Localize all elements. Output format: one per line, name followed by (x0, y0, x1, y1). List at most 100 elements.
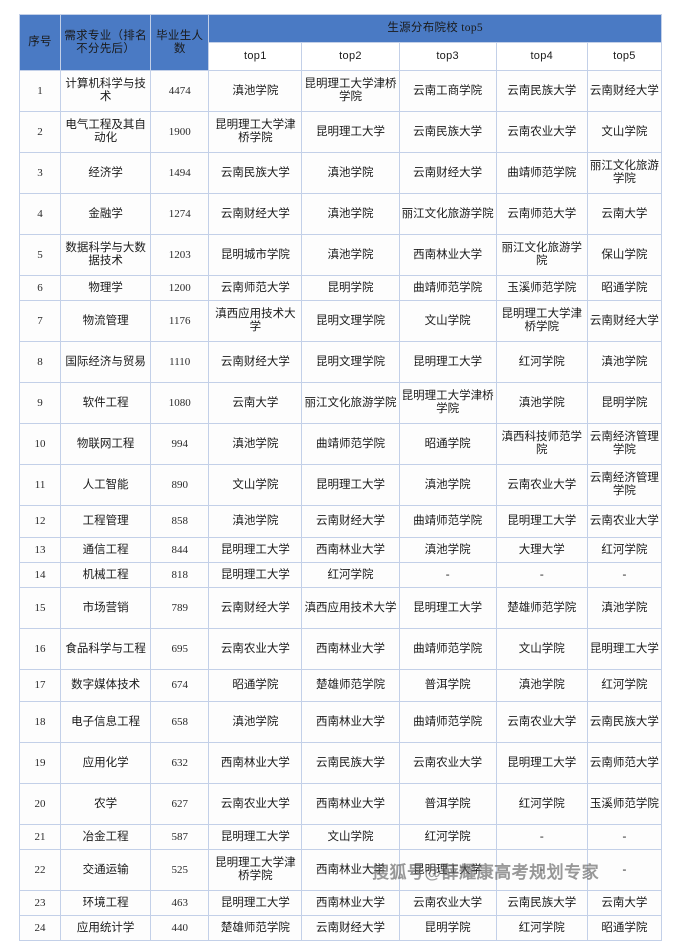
table-body: 1 计算机科学与技术 4474 滇池学院 昆明理工大学津桥学院 云南工商学院 云南民族大学云… (18, 70, 663, 941)
row-top3: 云南农业大学 (398, 890, 497, 916)
row-top4: 云南农业大学 (495, 111, 588, 153)
row-index: 13 (18, 537, 62, 563)
table-row: 19 应用化学 632 西南林业大学 云南民族大学 云南农业大学 昆明理工大学 云南师范大学 (18, 742, 663, 784)
row-index: 10 (18, 423, 62, 465)
header-row-sub: top1 top2 top3 top4 top5 (20, 42, 663, 71)
row-top4: 红河学院 (495, 341, 588, 383)
header-major: 需求专业（排名不分先后） (60, 14, 152, 71)
row-top1: 滇池学院 (208, 701, 303, 743)
row-top4: 楚雄师范学院 (495, 587, 588, 629)
row-top1: 西南林业大学 (208, 742, 303, 784)
row-top2: 丽江文化旅游学院 (301, 382, 400, 424)
row-top3: 红河学院 (398, 824, 497, 850)
row-top5: 云南财经大学 (586, 300, 663, 342)
row-top2: 云南财经大学 (301, 505, 400, 538)
row-major: 食品科学与工程 (60, 628, 152, 670)
row-top1: 滇池学院 (208, 70, 303, 112)
table-row: 13 通信工程 844 昆明理工大学 西南林业大学 滇池学院 大理大学 红河学院 (18, 537, 663, 563)
row-top1: 昆明理工大学 (208, 890, 303, 916)
row-index: 7 (18, 300, 62, 342)
row-top2: 西南林业大学 (301, 849, 400, 891)
row-graduates: 587 (150, 824, 210, 850)
table-row: 2 电气工程及其自动化 1900 昆明理工大学津桥学院 昆明理工大学 云南民族大学 云南农业… (18, 111, 663, 153)
row-major: 电气工程及其自动化 (60, 111, 152, 153)
table-row: 5 数据科学与大数据技术 1203 昆明城市学院 滇池学院 西南林业大学 丽江文化旅游学院保… (18, 234, 663, 276)
row-top1: 云南财经大学 (208, 341, 303, 383)
row-major: 应用统计学 (60, 915, 152, 941)
row-top3: 曲靖师范学院 (398, 628, 497, 670)
row-index: 4 (18, 193, 62, 235)
header-index: 序号 (18, 14, 62, 71)
row-index: 9 (18, 382, 62, 424)
row-top4: 滇池学院 (495, 382, 588, 424)
row-index: 18 (18, 701, 62, 743)
source-distribution-table-container: 序号 需求专业（排名不分先后） 毕业生人数 生源分布院校 top5 top1 t… (18, 14, 663, 941)
row-index: 1 (18, 70, 62, 112)
row-top5: 玉溪师范学院 (586, 783, 663, 825)
row-graduates: 858 (150, 505, 210, 538)
row-index: 22 (18, 849, 62, 891)
row-graduates: 994 (150, 423, 210, 465)
row-top2: 西南林业大学 (301, 890, 400, 916)
table-row: 4 金融学 1274 云南财经大学 滇池学院 丽江文化旅游学院 云南师范大学 云南大学 (18, 193, 663, 235)
row-top1: 滇池学院 (208, 423, 303, 465)
row-major: 交通运输 (60, 849, 152, 891)
row-graduates: 1494 (150, 152, 210, 194)
row-top3: 昆明学院 (398, 915, 497, 941)
row-graduates: 1900 (150, 111, 210, 153)
row-graduates: 1203 (150, 234, 210, 276)
row-graduates: 1200 (150, 275, 210, 301)
row-top2: 滇池学院 (301, 193, 400, 235)
row-top5: 保山学院 (586, 234, 663, 276)
row-graduates: 818 (150, 562, 210, 588)
row-top3: 云南农业大学 (398, 742, 497, 784)
row-top4: 昆明理工大学 (495, 505, 588, 538)
row-top4: - (495, 562, 588, 588)
row-top2: 文山学院 (301, 824, 400, 850)
row-top2: 昆明理工大学 (301, 464, 400, 506)
row-graduates: 844 (150, 537, 210, 563)
row-top4: 红河学院 (495, 783, 588, 825)
row-graduates: 440 (150, 915, 210, 941)
row-top1: 昭通学院 (208, 669, 303, 702)
row-top3: 曲靖师范学院 (398, 275, 497, 301)
row-index: 2 (18, 111, 62, 153)
row-index: 23 (18, 890, 62, 916)
row-major: 数字媒体技术 (60, 669, 152, 702)
row-major: 金融学 (60, 193, 152, 235)
row-major: 冶金工程 (60, 824, 152, 850)
row-top5: 红河学院 (586, 669, 663, 702)
table-row: 16 食品科学与工程 695 云南农业大学 西南林业大学 曲靖师范学院 文山学院 昆明理工大学 (18, 628, 663, 670)
row-top1: 昆明理工大学津桥学院 (208, 849, 303, 891)
row-index: 3 (18, 152, 62, 194)
table-row: 23 环境工程 463 昆明理工大学 西南林业大学 云南农业大学 云南民族大学 云南大学 (18, 890, 663, 916)
row-top4: 云南民族大学 (495, 70, 588, 112)
row-top2: 西南林业大学 (301, 783, 400, 825)
row-top5: 云南师范大学 (586, 742, 663, 784)
row-graduates: 890 (150, 464, 210, 506)
row-graduates: 4474 (150, 70, 210, 112)
row-major: 物理学 (60, 275, 152, 301)
row-top1: 昆明理工大学 (208, 562, 303, 588)
row-top3: 丽江文化旅游学院 (398, 193, 497, 235)
row-top2: 滇池学院 (301, 152, 400, 194)
row-major: 环境工程 (60, 890, 152, 916)
row-top5: - (586, 562, 663, 588)
row-top1: 昆明理工大学 (208, 537, 303, 563)
row-top4: 云南农业大学 (495, 464, 588, 506)
row-top2: 楚雄师范学院 (301, 669, 400, 702)
row-top4: 云南农业大学 (495, 701, 588, 743)
row-top5: 云南经济管理学院 (586, 464, 663, 506)
row-top1: 云南农业大学 (208, 783, 303, 825)
row-top4: 曲靖师范学院 (495, 152, 588, 194)
row-top3: 云南财经大学 (398, 152, 497, 194)
row-major: 物联网工程 (60, 423, 152, 465)
row-top2: 昆明学院 (301, 275, 400, 301)
table-header: 序号 需求专业（排名不分先后） 毕业生人数 生源分布院校 top5 top1 t… (18, 14, 663, 71)
row-top1: 云南师范大学 (208, 275, 303, 301)
row-top5: 昆明理工大学 (586, 628, 663, 670)
row-top4: 滇池学院 (495, 669, 588, 702)
row-top4: 云南师范大学 (495, 193, 588, 235)
row-top2: 云南民族大学 (301, 742, 400, 784)
row-major: 工程管理 (60, 505, 152, 538)
